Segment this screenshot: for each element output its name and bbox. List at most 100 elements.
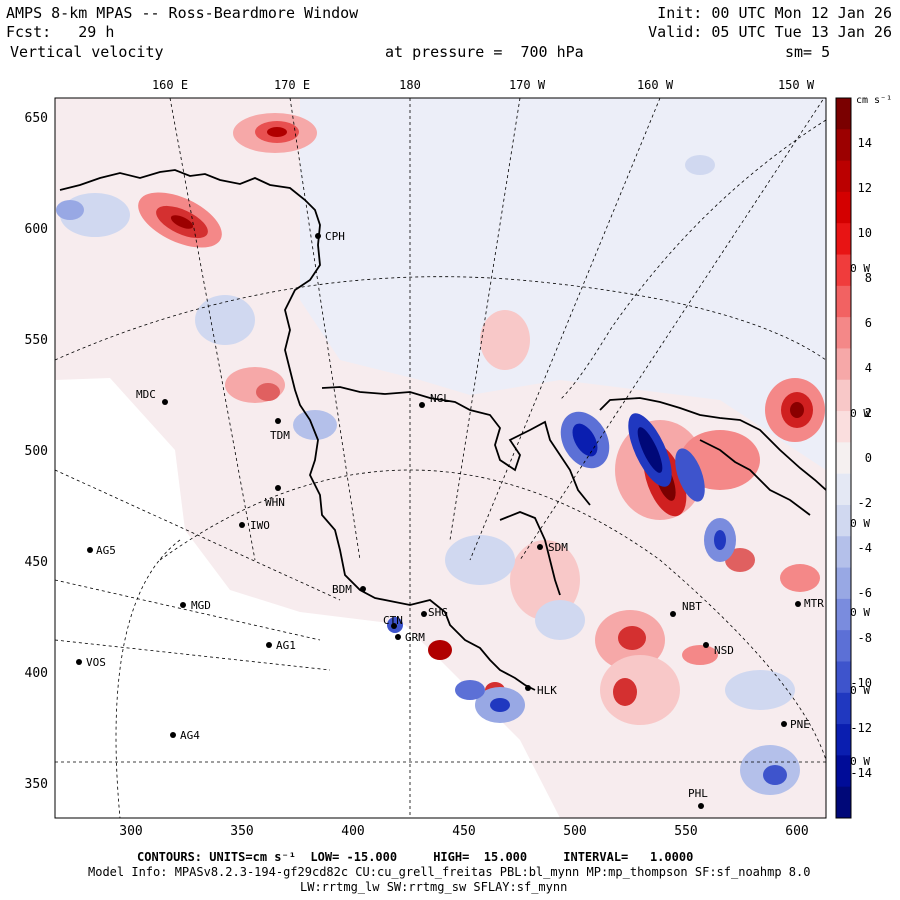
bottom-axis-labels: 300 350 400 450 500 550 600 (119, 824, 808, 839)
colorbar-cell (836, 129, 851, 162)
y-tick-label: 650 (25, 111, 48, 126)
station-dot (76, 659, 82, 665)
station-label: NBT (682, 600, 702, 613)
station-label: MGD (191, 599, 211, 612)
colorbar-cell (836, 411, 851, 443)
colorbar-cell (836, 191, 851, 224)
colorbar-units: cm s⁻¹ (856, 95, 892, 106)
y-tick-label: 450 (25, 555, 48, 570)
contour-info: CONTOURS: UNITS=cm s⁻¹ LOW= -15.000 HIGH… (137, 850, 694, 864)
lon-label: 170 E (274, 78, 310, 92)
station-label: VOS (86, 656, 106, 669)
colorbar-cell (836, 504, 851, 537)
colorbar-cell (836, 160, 851, 193)
station-dot (180, 602, 186, 608)
station-label: WHN (265, 496, 285, 509)
colorbar-cell (836, 223, 851, 256)
colorbar-cell (836, 630, 851, 662)
station-label: AG1 (276, 639, 296, 652)
station-dot (421, 611, 427, 617)
forecast-hour: Fcst: 29 h (6, 23, 115, 41)
station-label: CPH (325, 230, 345, 243)
colorbar-cell (836, 598, 851, 631)
colorbar: cm s⁻¹ 14 12 10 8 6 4 2 0 -2 -4 -6 -8 -10 -12 -14 (835, 95, 892, 819)
x-tick-label: 550 (674, 824, 697, 839)
valid-time: Valid: 05 UTC Tue 13 Jan 26 (648, 23, 892, 41)
station-markers: CPH NGL MDC TDM WHN IWO AG5 SDM BDM MGD … (76, 230, 824, 809)
colorbar-label: -4 (858, 541, 872, 555)
station-dot (239, 522, 245, 528)
station-dot (87, 547, 93, 553)
station-label: MDC (136, 388, 156, 401)
x-tick-label: 500 (563, 824, 586, 839)
colorbar-label: 14 (858, 136, 872, 150)
station-label: PNE (790, 718, 810, 731)
colorbar-cell (836, 661, 851, 694)
station-label: PHL (688, 787, 708, 800)
field-name: Vertical velocity (10, 43, 164, 61)
colorbar-label: -2 (858, 496, 872, 510)
lon-label: 180 (399, 78, 421, 92)
colorbar-label: 4 (865, 361, 872, 375)
downdraft-cells (56, 155, 800, 795)
colorbar-cell (836, 254, 851, 287)
colorbar-cell (836, 473, 851, 506)
colorbar-label: 10 (858, 226, 872, 240)
colorbar-cell (836, 317, 851, 349)
station-label: SHG (428, 606, 448, 619)
colorbar-cell (836, 442, 851, 475)
colorbar-labels: 14 12 10 8 6 4 2 0 -2 -4 -6 -8 -10 -12 -14 (850, 136, 872, 780)
station-label: AG5 (96, 544, 116, 557)
init-time: Init: 00 UTC Mon 12 Jan 26 (657, 4, 892, 22)
colorbar-cell (836, 567, 851, 600)
colorbar-frame (835, 97, 852, 819)
station-dot (525, 685, 531, 691)
colorbar-cell (836, 536, 851, 569)
map-panel (55, 98, 826, 818)
no-data-mask (55, 378, 560, 818)
pressure-level: at pressure = 700 hPa (385, 43, 584, 61)
lon-label: 160 W (637, 78, 674, 92)
model-info: Model Info: MPASv8.2.3-194-gf29cd82c CU:… (88, 865, 811, 879)
colorbar-label: -10 (850, 676, 872, 690)
station-label: MTR (804, 597, 824, 610)
colorbar-label: 8 (865, 271, 872, 285)
station-dot (419, 402, 425, 408)
station-dot (266, 642, 272, 648)
station-label: NSD (714, 644, 734, 657)
station-label: IWO (250, 519, 270, 532)
station-dot (360, 586, 366, 592)
x-tick-label: 600 (785, 824, 808, 839)
station-dot (315, 233, 321, 239)
station-dot (395, 634, 401, 640)
colorbar-cell (836, 755, 851, 788)
graticule (55, 98, 826, 818)
colorbar-cell (836, 98, 851, 130)
lon-label: 170 W (509, 78, 546, 92)
station-dot (670, 611, 676, 617)
x-tick-label: 300 (119, 824, 142, 839)
y-tick-label: 600 (25, 222, 48, 237)
colorbar-cell (836, 379, 851, 412)
station-label: NGL (430, 392, 450, 405)
colorbar-cell (836, 786, 851, 819)
y-tick-label: 350 (25, 777, 48, 792)
colorbar-cells (836, 98, 851, 819)
station-dot (703, 642, 709, 648)
colorbar-label: 6 (865, 316, 872, 330)
x-tick-label: 400 (341, 824, 364, 839)
colorbar-cell (836, 724, 851, 756)
colorbar-label: -12 (850, 721, 872, 735)
station-label: CTN (383, 614, 403, 627)
y-tick-label: 550 (25, 333, 48, 348)
station-label: HLK (537, 684, 557, 697)
smoothing: sm= 5 (785, 43, 831, 61)
station-dot (275, 418, 281, 424)
station-label: SDM (548, 541, 568, 554)
y-tick-label: 400 (25, 666, 48, 681)
physics-info: LW:rrtmg_lw SW:rrtmg_sw SFLAY:sf_mynn (300, 880, 568, 894)
lon-label: 150 W (778, 78, 815, 92)
station-label: AG4 (180, 729, 200, 742)
station-dot (162, 399, 168, 405)
left-axis-labels: 650 600 550 500 450 400 350 (25, 111, 48, 792)
